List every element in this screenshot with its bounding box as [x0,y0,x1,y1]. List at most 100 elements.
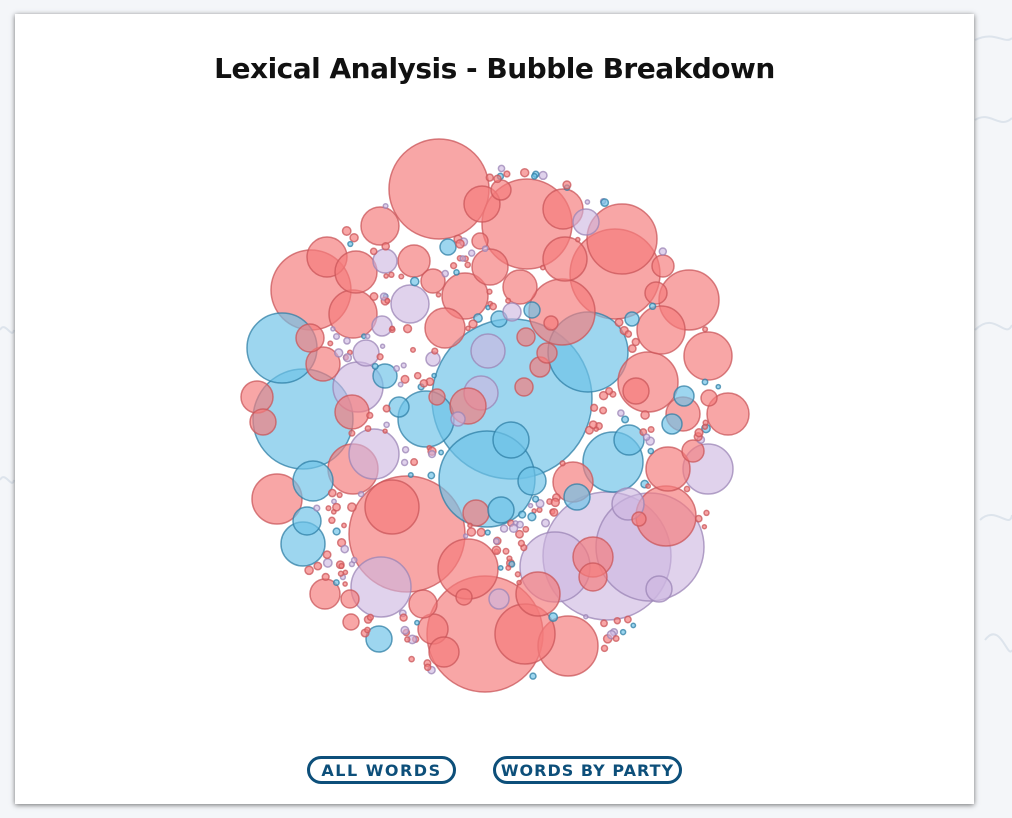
bubble-chart [240,138,750,693]
small-bubble-43 [400,458,409,467]
small-bubble-93 [449,262,458,270]
small-bubble-183 [364,333,371,340]
small-bubble-158 [600,198,610,208]
small-bubble-186 [627,344,637,354]
small-bubble-31 [536,506,543,514]
small-bubble-4 [383,273,389,279]
small-bubble-172 [473,313,483,324]
small-bubble-197 [398,273,405,280]
small-bubble-205 [605,387,614,396]
bubble-100 [455,588,473,606]
small-bubble-107 [562,180,572,190]
small-bubble-87 [383,421,390,429]
all-words-button[interactable]: ALL WORDS [307,756,456,784]
small-bubble-113 [366,411,374,420]
small-bubble-114 [703,509,710,517]
bubble-105 [543,315,559,331]
small-bubble-185 [379,343,386,349]
small-bubble-119 [321,572,330,582]
bubble-106 [428,388,446,406]
bubble-63 [420,268,446,294]
small-bubble-214 [455,239,465,249]
words-by-party-button[interactable]: WORDS BY PARTY [493,756,682,784]
small-bubble-67 [485,173,495,182]
small-bubble-138 [408,655,415,663]
small-bubble-94 [683,485,691,493]
small-bubble-50 [640,410,650,420]
small-bubble-208 [388,271,395,279]
small-bubble-122 [382,428,388,434]
small-bubble-42 [502,547,510,555]
small-bubble-7 [648,302,657,311]
small-bubble-148 [540,518,551,528]
small-bubble-220 [409,346,417,353]
small-bubble-190 [527,512,537,522]
small-bubble-86 [465,325,471,332]
small-bubble-38 [630,622,637,629]
bubble-69 [340,589,360,609]
small-bubble-120 [382,202,389,210]
small-bubble-165 [399,613,408,622]
bubble-97 [462,499,490,527]
bubble-31 [364,479,420,535]
bubble-74 [673,385,695,407]
small-bubble-149 [642,433,651,442]
small-bubble-33 [493,174,502,184]
small-bubble-106 [715,383,722,390]
small-bubble-92 [701,523,708,530]
small-bubble-85 [505,564,512,571]
small-bubble-160 [341,522,347,529]
bubble-84 [631,511,647,527]
bubble-96 [371,315,393,337]
small-bubble-219 [647,425,655,434]
small-bubble-61 [583,613,589,620]
small-bubble-53 [431,372,437,379]
small-bubble-163 [347,502,357,512]
small-bubble-125 [612,634,620,643]
bubble-34 [292,460,334,502]
small-bubble-221 [419,378,429,388]
small-bubble-146 [505,297,512,304]
small-bubble-98 [402,324,413,334]
small-bubble-222 [330,326,336,332]
small-bubble-28 [327,340,334,347]
small-bubble-44 [514,571,521,578]
small-bubble-192 [506,555,513,562]
bubble-37 [334,250,378,294]
small-bubble-175 [427,449,437,459]
bubble-56 [249,408,277,436]
small-bubble-72 [348,429,356,437]
small-bubble-2 [600,644,609,653]
bubble-109 [450,411,466,427]
small-bubble-89 [503,170,511,178]
small-bubble-131 [431,347,439,355]
bubble-39 [424,307,466,349]
small-bubble-110 [400,625,410,635]
small-bubble-118 [466,527,477,537]
small-bubble-179 [409,276,420,287]
small-bubble-156 [328,516,336,525]
small-bubble-216 [694,514,703,523]
small-bubble-80 [453,269,460,276]
bubble-11 [586,203,658,275]
small-bubble-194 [401,445,410,454]
bubble-76 [700,389,718,407]
bubble-32 [350,556,412,618]
small-bubble-39 [400,374,410,384]
chart-card: Lexical Analysis - Bubble Breakdown ALL … [15,14,974,804]
small-bubble-48 [598,390,609,401]
small-bubble-164 [508,523,519,534]
small-bubble-193 [530,172,538,180]
small-bubble-105 [600,619,608,628]
small-bubble-60 [559,460,566,467]
bubble-20 [706,392,750,436]
small-bubble-191 [332,579,340,587]
small-bubble-139 [484,529,491,536]
small-bubble-200 [467,522,473,529]
small-bubble-209 [584,199,591,205]
bubble-104 [523,301,541,319]
bubble-95 [352,339,380,367]
bubble-77 [613,424,645,456]
bubbles-group [240,138,750,693]
bubble-38 [441,272,489,320]
